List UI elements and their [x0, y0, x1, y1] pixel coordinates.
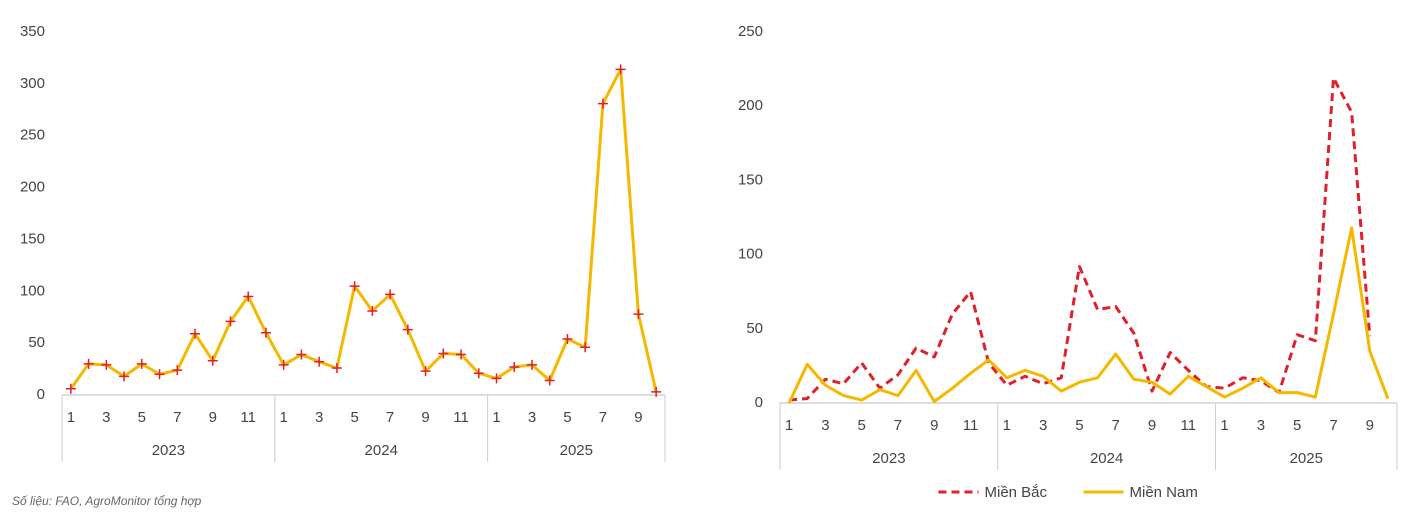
x-tick-label: 1	[492, 409, 500, 426]
point-marker	[172, 365, 183, 376]
point-marker	[491, 373, 502, 384]
group-label: 2025	[1290, 450, 1323, 467]
x-tick-label: 5	[138, 409, 146, 426]
point-marker	[456, 349, 467, 360]
point-marker	[438, 348, 449, 359]
group-label: 2023	[152, 442, 185, 459]
point-marker	[243, 291, 254, 302]
x-tick-label: 9	[930, 417, 938, 434]
x-tick-label: 3	[102, 409, 110, 426]
x-tick-label: 7	[173, 409, 181, 426]
point-marker	[190, 328, 201, 339]
y-tick-label: 100	[738, 246, 763, 263]
x-tick-label: 3	[1039, 417, 1047, 434]
point-marker	[420, 366, 431, 377]
x-tick-label: 5	[350, 409, 358, 426]
series-line	[788, 76, 1372, 402]
series-line	[69, 67, 658, 393]
point-marker	[562, 333, 573, 344]
y-tick-label: 50	[746, 320, 763, 337]
x-tick-label: 9	[1148, 417, 1156, 434]
point-marker	[225, 316, 236, 327]
point-marker	[544, 375, 555, 386]
x-tick-label: 9	[634, 409, 642, 426]
x-tick-label: 11	[240, 409, 256, 426]
group-label: 2024	[365, 442, 398, 459]
y-tick-label: 150	[738, 171, 763, 188]
point-marker	[615, 64, 626, 75]
point-marker	[509, 361, 520, 372]
group-label: 2024	[1090, 450, 1123, 467]
point-marker	[314, 356, 325, 367]
y-tick-label: 250	[738, 23, 763, 40]
x-tick-label: 7	[1112, 417, 1120, 434]
point-marker	[597, 98, 608, 109]
point-marker	[278, 359, 289, 370]
point-marker	[101, 359, 112, 370]
point-marker	[526, 359, 537, 370]
y-tick-label: 300	[20, 75, 45, 92]
x-tick-label: 5	[857, 417, 865, 434]
point-marker	[119, 371, 130, 382]
point-marker	[154, 369, 165, 380]
point-marker	[651, 386, 662, 397]
legend-label: Miền Nam	[1130, 484, 1198, 501]
x-tick-label: 9	[209, 409, 217, 426]
point-marker	[402, 324, 413, 335]
x-tick-label: 7	[1329, 417, 1337, 434]
point-marker	[136, 358, 147, 369]
point-marker	[83, 358, 94, 369]
x-tick-label: 11	[453, 409, 469, 426]
x-tick-label: 1	[1003, 417, 1011, 434]
x-tick-label: 7	[894, 417, 902, 434]
x-tick-label: 3	[528, 409, 536, 426]
x-tick-label: 5	[563, 409, 571, 426]
x-tick-label: 9	[421, 409, 429, 426]
group-label: 2025	[560, 442, 593, 459]
y-tick-label: 250	[20, 127, 45, 144]
point-marker	[367, 305, 378, 316]
x-tick-label: 1	[280, 409, 288, 426]
x-tick-label: 7	[386, 409, 394, 426]
point-marker	[349, 281, 360, 292]
source-note: Số liệu: FAO, AgroMonitor tổng hợp	[12, 494, 202, 508]
group-label: 2023	[872, 450, 905, 467]
x-tick-label: 11	[1181, 417, 1197, 434]
x-tick-label: 11	[963, 417, 979, 434]
point-marker	[65, 383, 76, 394]
point-marker	[385, 289, 396, 300]
x-tick-label: 1	[785, 417, 793, 434]
x-tick-label: 1	[67, 409, 75, 426]
x-tick-label: 1	[1220, 417, 1228, 434]
point-marker	[580, 342, 591, 353]
y-tick-label: 100	[20, 282, 45, 299]
x-tick-label: 3	[821, 417, 829, 434]
legend-label: Miền Bắc	[985, 484, 1048, 501]
x-tick-label: 5	[1075, 417, 1083, 434]
y-tick-label: 150	[20, 230, 45, 247]
y-tick-label: 0	[37, 386, 45, 403]
point-marker	[207, 355, 218, 366]
y-tick-label: 0	[755, 394, 763, 411]
series-line	[787, 226, 1390, 404]
point-marker	[296, 349, 307, 360]
point-marker	[473, 368, 484, 379]
x-tick-label: 3	[315, 409, 323, 426]
y-tick-label: 200	[738, 97, 763, 114]
point-marker	[331, 363, 342, 374]
y-tick-label: 50	[28, 334, 45, 351]
y-tick-label: 350	[20, 23, 45, 40]
y-tick-label: 200	[20, 179, 45, 196]
point-marker	[633, 309, 644, 320]
x-tick-label: 9	[1366, 417, 1374, 434]
x-tick-label: 7	[599, 409, 607, 426]
x-tick-label: 3	[1257, 417, 1265, 434]
point-marker	[260, 327, 271, 338]
x-tick-label: 5	[1293, 417, 1301, 434]
